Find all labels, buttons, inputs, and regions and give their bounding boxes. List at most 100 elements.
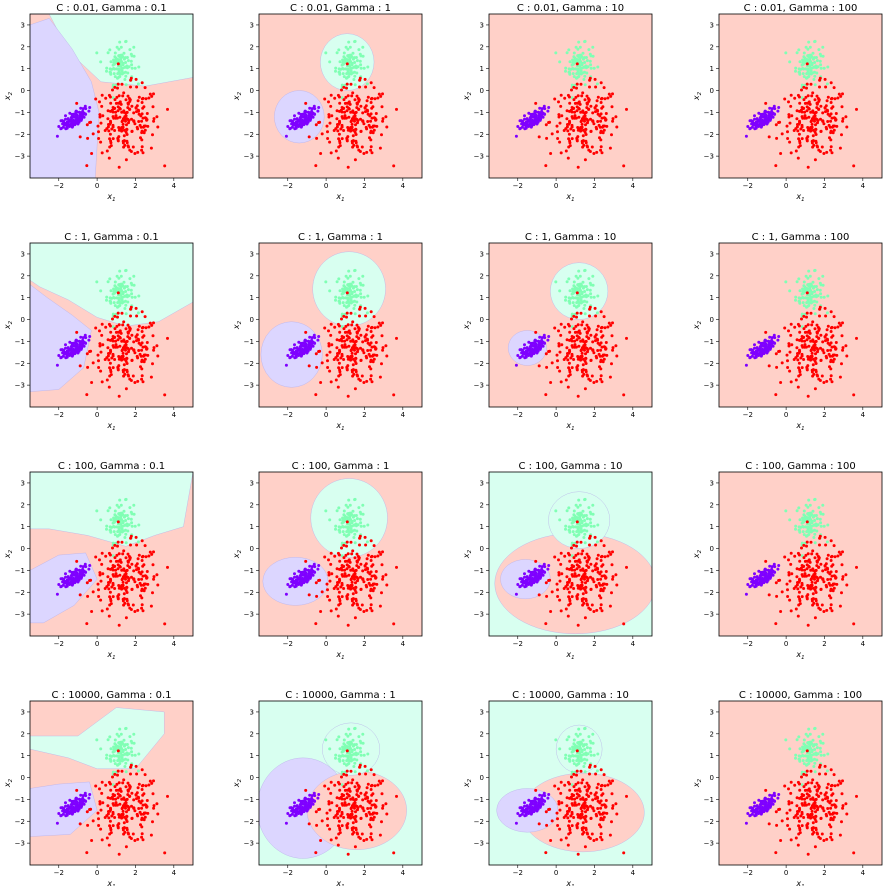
point-green (813, 303, 817, 307)
point-red (599, 145, 603, 149)
point-green (106, 280, 110, 284)
point-red (345, 109, 349, 113)
point-red (101, 343, 105, 347)
y-tick-label: −1 (244, 109, 254, 117)
point-green (130, 512, 134, 516)
point-purple (295, 576, 299, 579)
point-purple (529, 348, 533, 352)
point-red (326, 137, 330, 140)
point-red (143, 128, 147, 132)
point-green (136, 540, 140, 544)
point-red (340, 354, 344, 358)
point-red (329, 551, 333, 555)
point-red (579, 357, 582, 361)
point-red (135, 125, 139, 129)
point-red (124, 98, 128, 102)
point-red (150, 552, 154, 556)
point-red (353, 387, 357, 391)
point-red (328, 598, 332, 602)
point-red (603, 116, 607, 120)
point-red (797, 361, 801, 365)
point-red (825, 150, 829, 154)
point-purple (79, 335, 83, 339)
point-red (136, 557, 140, 561)
point-purple (64, 575, 67, 579)
point-red (797, 351, 801, 355)
point-red (329, 609, 333, 613)
point-green (806, 276, 810, 280)
point-red (136, 566, 140, 570)
point-red (835, 124, 839, 128)
point-red (362, 610, 366, 613)
point-red (130, 333, 134, 337)
point-red (156, 354, 160, 358)
point-red (94, 555, 98, 559)
point-red (108, 580, 112, 584)
x-tick-label: −2 (54, 182, 64, 190)
point-green (115, 67, 119, 71)
point-red (353, 572, 357, 576)
point-red (320, 590, 324, 594)
y-tick-label: 2 (480, 272, 484, 280)
point-red (341, 345, 345, 349)
point-red (611, 117, 615, 121)
point-green (345, 76, 348, 80)
point-red (608, 146, 612, 150)
point-purple (541, 573, 545, 577)
point-red (855, 107, 858, 111)
y-tick-label: −2 (244, 360, 254, 368)
point-green (340, 292, 344, 296)
point-green (581, 509, 585, 513)
point-green (570, 96, 574, 100)
point-purple (84, 107, 88, 111)
point-green (354, 64, 358, 68)
point-red (610, 105, 614, 109)
point-green (347, 498, 351, 502)
point-red (345, 540, 349, 544)
point-red (575, 139, 579, 143)
point-green (567, 48, 571, 52)
point-green (574, 503, 578, 507)
point-green (345, 516, 349, 520)
y-tick-label: −3 (244, 611, 254, 619)
point-red (589, 346, 592, 350)
point-red (144, 124, 147, 128)
point-red (373, 345, 377, 349)
point-purple (754, 126, 758, 130)
point-red (112, 345, 116, 349)
x-tick-label: −2 (743, 182, 753, 190)
point-red (116, 109, 120, 113)
point-purple (81, 571, 84, 575)
point-red (113, 587, 117, 590)
point-green (122, 509, 126, 513)
point-red (121, 323, 125, 327)
point-red (143, 315, 147, 319)
point-red (124, 616, 128, 620)
point-green (583, 312, 587, 316)
point-red (369, 326, 373, 330)
point-red (575, 338, 579, 342)
point-red (381, 577, 385, 581)
point-green (124, 290, 128, 293)
point-purple (284, 134, 288, 138)
point-purple (310, 109, 314, 113)
point-purple (297, 111, 301, 115)
point-green (564, 527, 567, 531)
point-red (828, 343, 832, 347)
point-red (568, 338, 571, 342)
point-purple (70, 348, 74, 352)
point-purple (84, 336, 88, 340)
point-red (355, 330, 359, 334)
point-red (135, 314, 139, 318)
point-red (622, 164, 626, 168)
point-red (575, 368, 579, 372)
y-tick-label: 1 (480, 65, 484, 73)
point-purple (87, 338, 91, 342)
point-red (788, 350, 792, 354)
point-red (580, 141, 584, 145)
point-purple (514, 134, 518, 138)
point-green (558, 289, 562, 293)
point-green (130, 63, 134, 67)
point-purple (291, 352, 295, 356)
point-red (139, 125, 143, 129)
